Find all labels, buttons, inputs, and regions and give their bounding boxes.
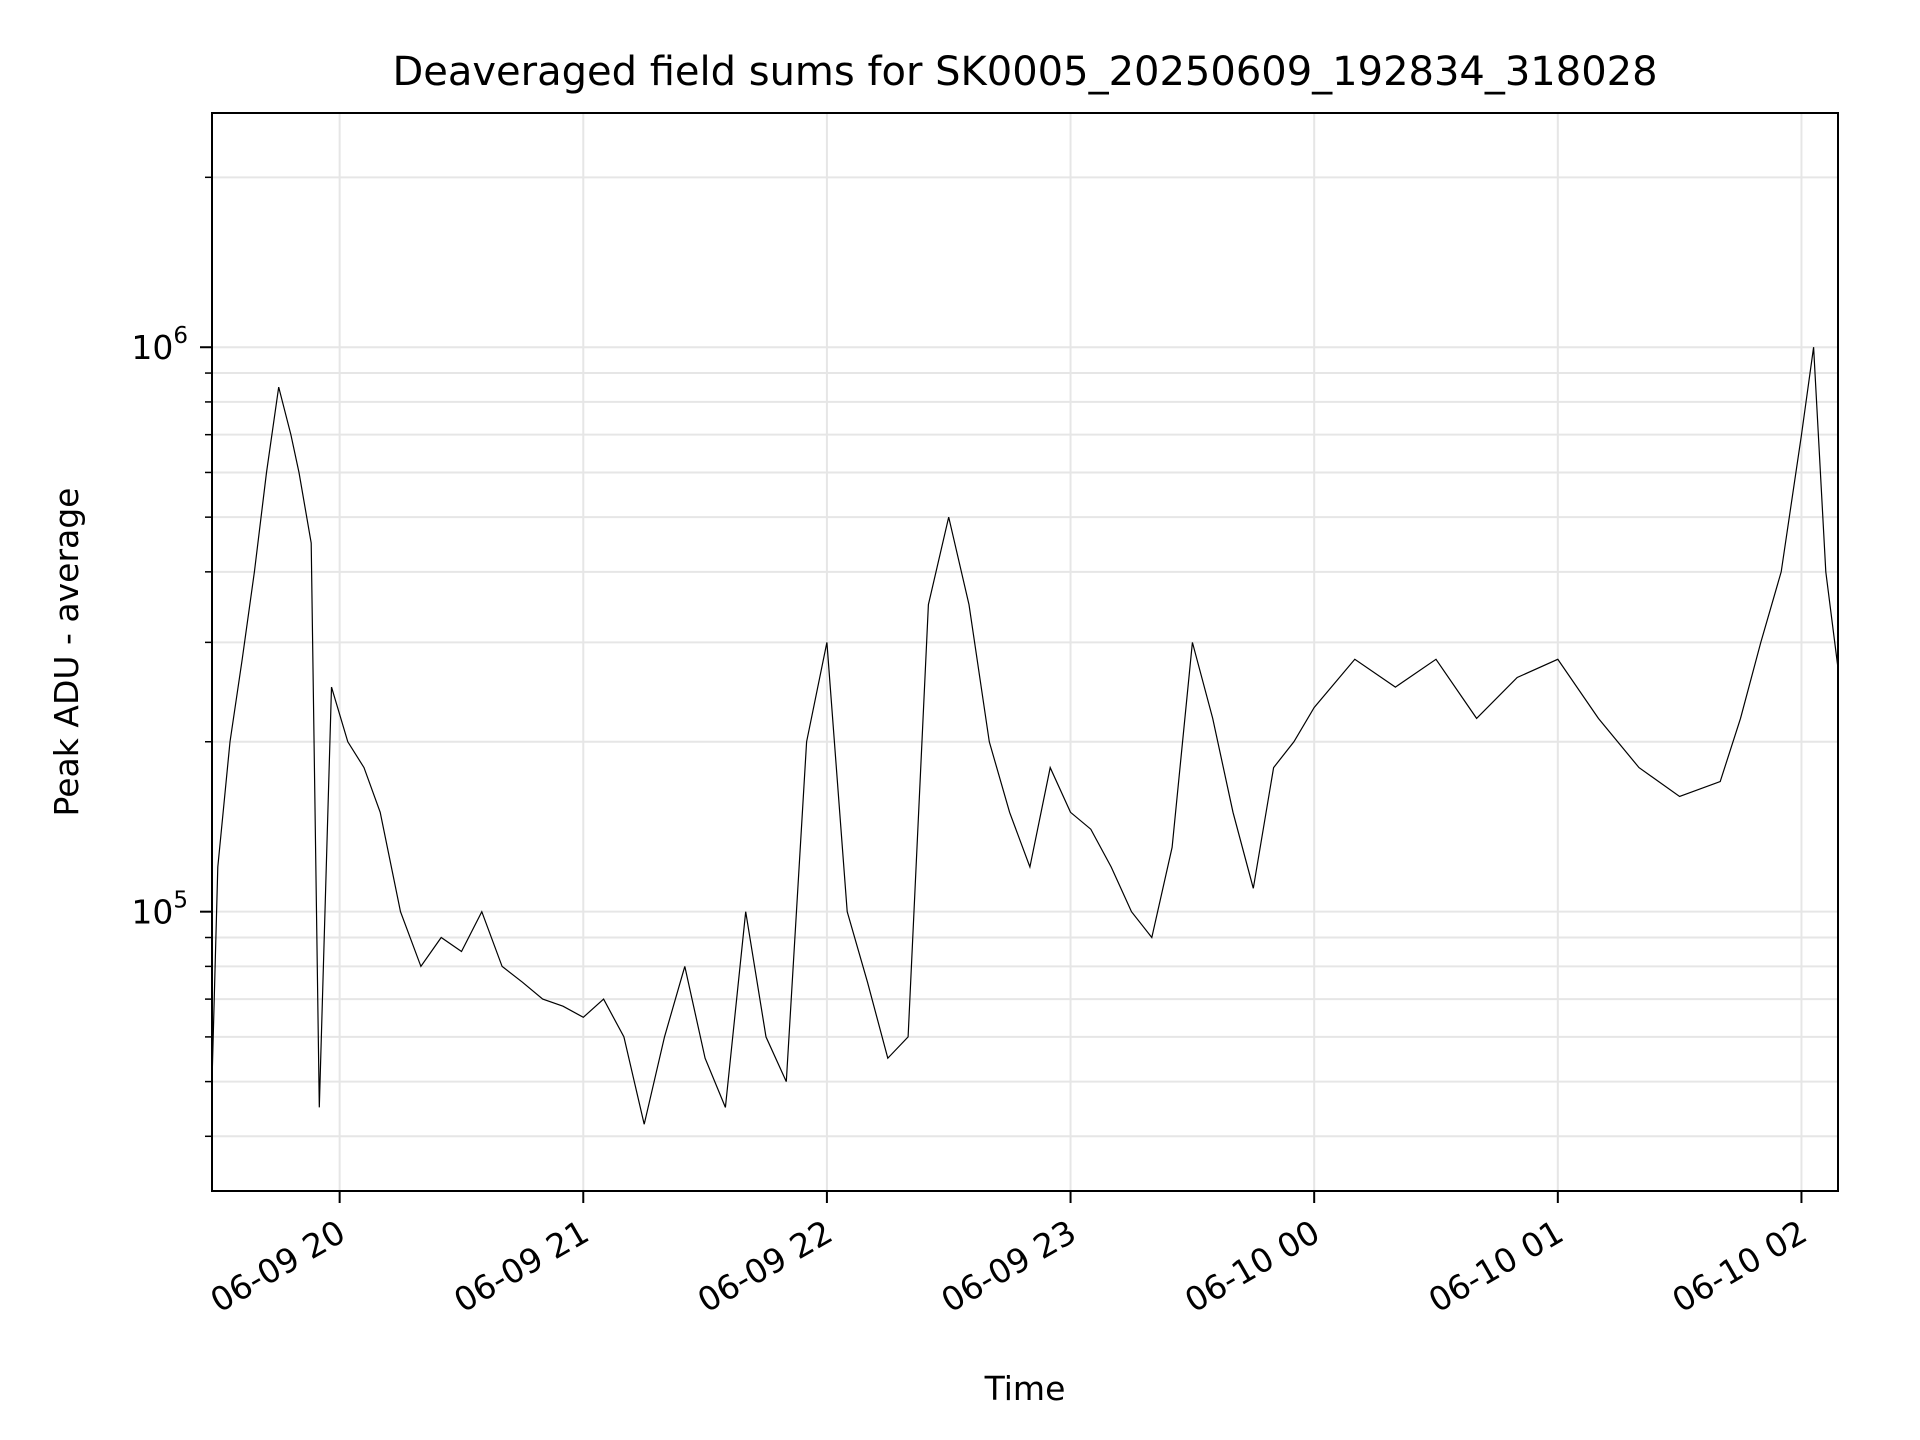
x-axis-label: Time bbox=[984, 1369, 1066, 1408]
y-tick-exponent: 6 bbox=[173, 323, 188, 349]
y-tick-base: 10 bbox=[131, 328, 173, 367]
y-axis-label: Peak ADU - average bbox=[47, 488, 86, 817]
x-tick-label: 06-09 23 bbox=[935, 1212, 1083, 1320]
chart-title: Deaveraged field sums for SK0005_2025060… bbox=[392, 49, 1657, 95]
plot-area-frame bbox=[211, 112, 1839, 1192]
x-tick-label: 06-10 02 bbox=[1665, 1212, 1813, 1320]
y-tick-label: 106 bbox=[131, 323, 188, 367]
grid bbox=[212, 113, 1838, 1191]
x-axis: 06-09 20 06-09 21 06-09 22 06-09 23 06-10 00… bbox=[204, 1191, 1813, 1320]
x-tick-label: 06-10 01 bbox=[1422, 1212, 1570, 1320]
y-tick-base: 10 bbox=[131, 893, 173, 932]
x-tick-label: 06-09 20 bbox=[204, 1212, 352, 1320]
x-tick-label: 06-09 22 bbox=[691, 1212, 839, 1320]
x-tick-label: 06-09 21 bbox=[447, 1212, 595, 1320]
series-line bbox=[211, 347, 1839, 1125]
y-tick-exponent: 5 bbox=[173, 888, 188, 914]
y-tick-label: 105 bbox=[131, 888, 188, 932]
x-tick-label: 06-10 00 bbox=[1178, 1212, 1326, 1320]
